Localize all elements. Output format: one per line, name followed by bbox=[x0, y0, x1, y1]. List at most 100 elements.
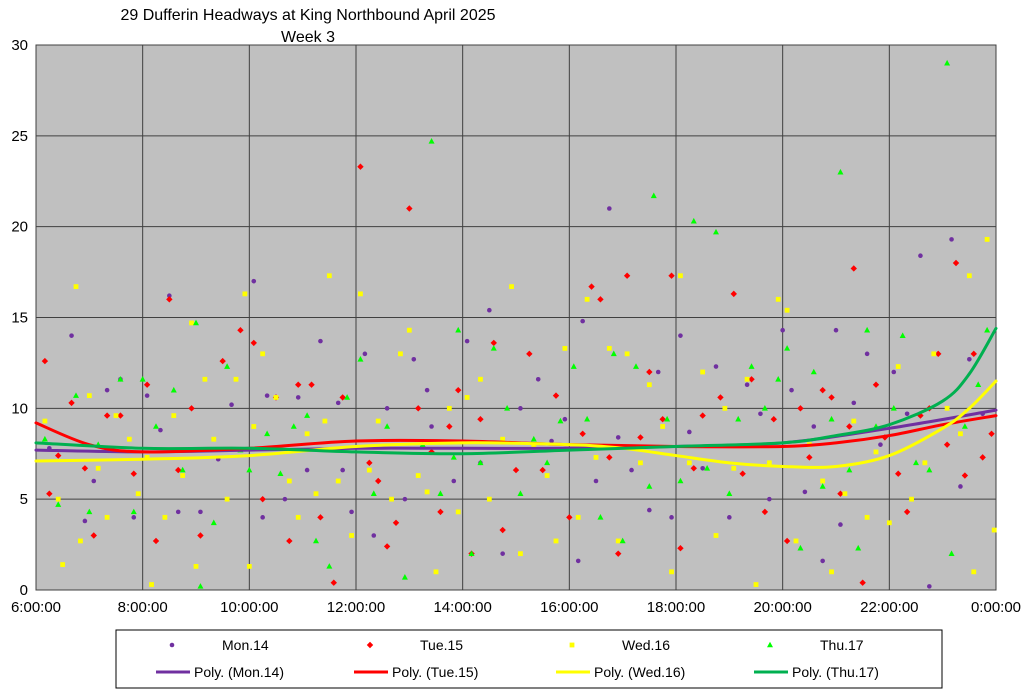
data-point bbox=[650, 192, 657, 199]
data-point bbox=[886, 520, 892, 526]
data-point bbox=[246, 563, 252, 569]
data-point bbox=[731, 465, 737, 471]
data-point bbox=[358, 291, 363, 297]
x-tick-label: 6:00:00 bbox=[11, 599, 61, 616]
data-point bbox=[464, 338, 470, 344]
data-point bbox=[398, 351, 403, 357]
data-point bbox=[144, 454, 150, 460]
data-point bbox=[727, 515, 732, 520]
data-point bbox=[549, 438, 554, 444]
data-point bbox=[789, 387, 794, 393]
data-point bbox=[464, 395, 470, 400]
data-point bbox=[242, 291, 248, 297]
data-point bbox=[873, 449, 879, 455]
data-point bbox=[588, 283, 595, 290]
data-point bbox=[655, 369, 661, 375]
data-point bbox=[851, 418, 857, 424]
data-point bbox=[562, 416, 568, 422]
data-point bbox=[744, 382, 750, 388]
data-point bbox=[41, 435, 48, 442]
y-tick-label: 30 bbox=[11, 37, 28, 54]
data-point bbox=[126, 436, 132, 442]
data-point bbox=[344, 394, 351, 400]
data-point bbox=[770, 416, 777, 423]
data-point bbox=[371, 533, 377, 538]
legend-label: Thu.17 bbox=[820, 637, 864, 653]
data-point bbox=[286, 478, 292, 484]
data-point bbox=[606, 454, 613, 461]
data-point bbox=[304, 412, 311, 418]
data-point bbox=[780, 327, 785, 333]
data-point bbox=[903, 508, 911, 516]
data-point bbox=[931, 351, 937, 357]
data-point bbox=[211, 436, 217, 442]
x-tick-label: 18:00:00 bbox=[647, 599, 705, 616]
data-point bbox=[717, 394, 724, 401]
data-point bbox=[82, 518, 88, 524]
data-point bbox=[761, 405, 768, 411]
data-point bbox=[838, 522, 843, 527]
data-point bbox=[700, 465, 705, 471]
data-point bbox=[967, 356, 972, 362]
data-point bbox=[971, 569, 977, 575]
data-point bbox=[819, 483, 826, 489]
data-point bbox=[117, 412, 124, 419]
data-point bbox=[646, 483, 653, 489]
data-point bbox=[175, 509, 181, 515]
data-point bbox=[899, 332, 906, 338]
data-point bbox=[619, 537, 626, 544]
data-point bbox=[669, 515, 674, 520]
data-point bbox=[958, 484, 963, 489]
data-point bbox=[95, 465, 101, 471]
data-point bbox=[638, 460, 643, 466]
data-point bbox=[678, 273, 683, 279]
data-point bbox=[318, 338, 323, 344]
data-point bbox=[251, 278, 257, 284]
data-point bbox=[580, 318, 585, 324]
data-point bbox=[842, 491, 848, 497]
data-point bbox=[518, 406, 523, 411]
data-point bbox=[918, 253, 923, 259]
data-point bbox=[767, 496, 772, 502]
data-point bbox=[659, 416, 666, 423]
data-point bbox=[104, 514, 110, 520]
gridlines bbox=[35, 44, 997, 591]
legend-marker bbox=[366, 641, 374, 649]
y-tick-label: 20 bbox=[11, 219, 28, 236]
data-point bbox=[979, 454, 986, 461]
data-point bbox=[60, 562, 66, 567]
data-point bbox=[668, 272, 675, 279]
chart-subtitle: Week 3 bbox=[281, 29, 335, 46]
data-point bbox=[677, 545, 684, 552]
data-point bbox=[802, 489, 808, 495]
data-point bbox=[864, 514, 870, 520]
data-point bbox=[797, 544, 804, 551]
data-point bbox=[411, 356, 417, 362]
data-point bbox=[260, 515, 265, 520]
data-point bbox=[864, 351, 870, 357]
data-point bbox=[366, 467, 372, 473]
data-point bbox=[739, 470, 746, 477]
data-point bbox=[961, 472, 969, 479]
data-point bbox=[690, 217, 697, 224]
data-point bbox=[69, 333, 74, 338]
data-point bbox=[55, 452, 62, 459]
data-point bbox=[193, 563, 199, 569]
data-point bbox=[433, 569, 439, 575]
y-tick-label: 5 bbox=[20, 491, 28, 508]
data-point bbox=[490, 345, 497, 351]
data-point bbox=[250, 339, 257, 347]
data-point bbox=[797, 405, 804, 412]
data-point bbox=[246, 466, 253, 473]
data-point bbox=[895, 364, 901, 369]
data-point bbox=[446, 423, 453, 430]
data-point bbox=[855, 544, 862, 551]
data-point bbox=[282, 496, 288, 502]
data-point bbox=[455, 326, 462, 333]
data-point bbox=[984, 236, 990, 242]
data-point bbox=[784, 307, 790, 313]
data-point bbox=[575, 514, 581, 520]
data-point bbox=[991, 527, 997, 533]
data-point bbox=[170, 386, 177, 393]
